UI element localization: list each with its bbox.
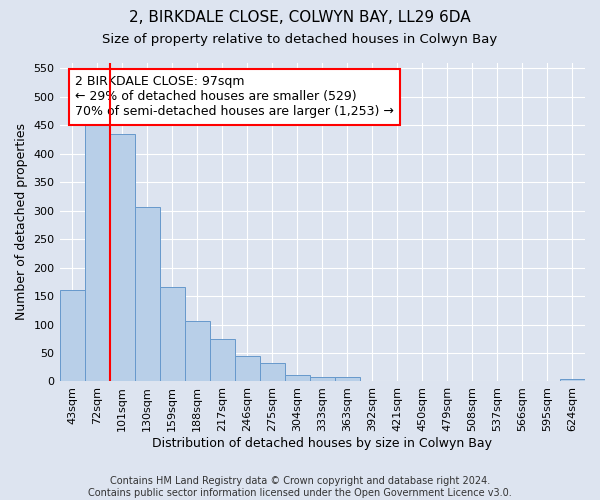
Text: 2 BIRKDALE CLOSE: 97sqm
← 29% of detached houses are smaller (529)
70% of semi-d: 2 BIRKDALE CLOSE: 97sqm ← 29% of detache… xyxy=(76,76,394,118)
Bar xyxy=(110,134,134,382)
Bar xyxy=(160,288,185,382)
Bar xyxy=(335,377,360,382)
Bar xyxy=(209,340,235,382)
Bar xyxy=(185,320,209,382)
Bar xyxy=(85,125,110,382)
Bar xyxy=(59,290,85,382)
Text: Size of property relative to detached houses in Colwyn Bay: Size of property relative to detached ho… xyxy=(103,32,497,46)
Y-axis label: Number of detached properties: Number of detached properties xyxy=(15,124,28,320)
Bar xyxy=(310,377,335,382)
Bar xyxy=(235,356,260,382)
Text: 2, BIRKDALE CLOSE, COLWYN BAY, LL29 6DA: 2, BIRKDALE CLOSE, COLWYN BAY, LL29 6DA xyxy=(129,10,471,25)
Bar xyxy=(285,375,310,382)
Text: Contains HM Land Registry data © Crown copyright and database right 2024.
Contai: Contains HM Land Registry data © Crown c… xyxy=(88,476,512,498)
Bar xyxy=(560,379,585,382)
Bar xyxy=(260,362,285,382)
Bar xyxy=(134,206,160,382)
X-axis label: Distribution of detached houses by size in Colwyn Bay: Distribution of detached houses by size … xyxy=(152,437,492,450)
